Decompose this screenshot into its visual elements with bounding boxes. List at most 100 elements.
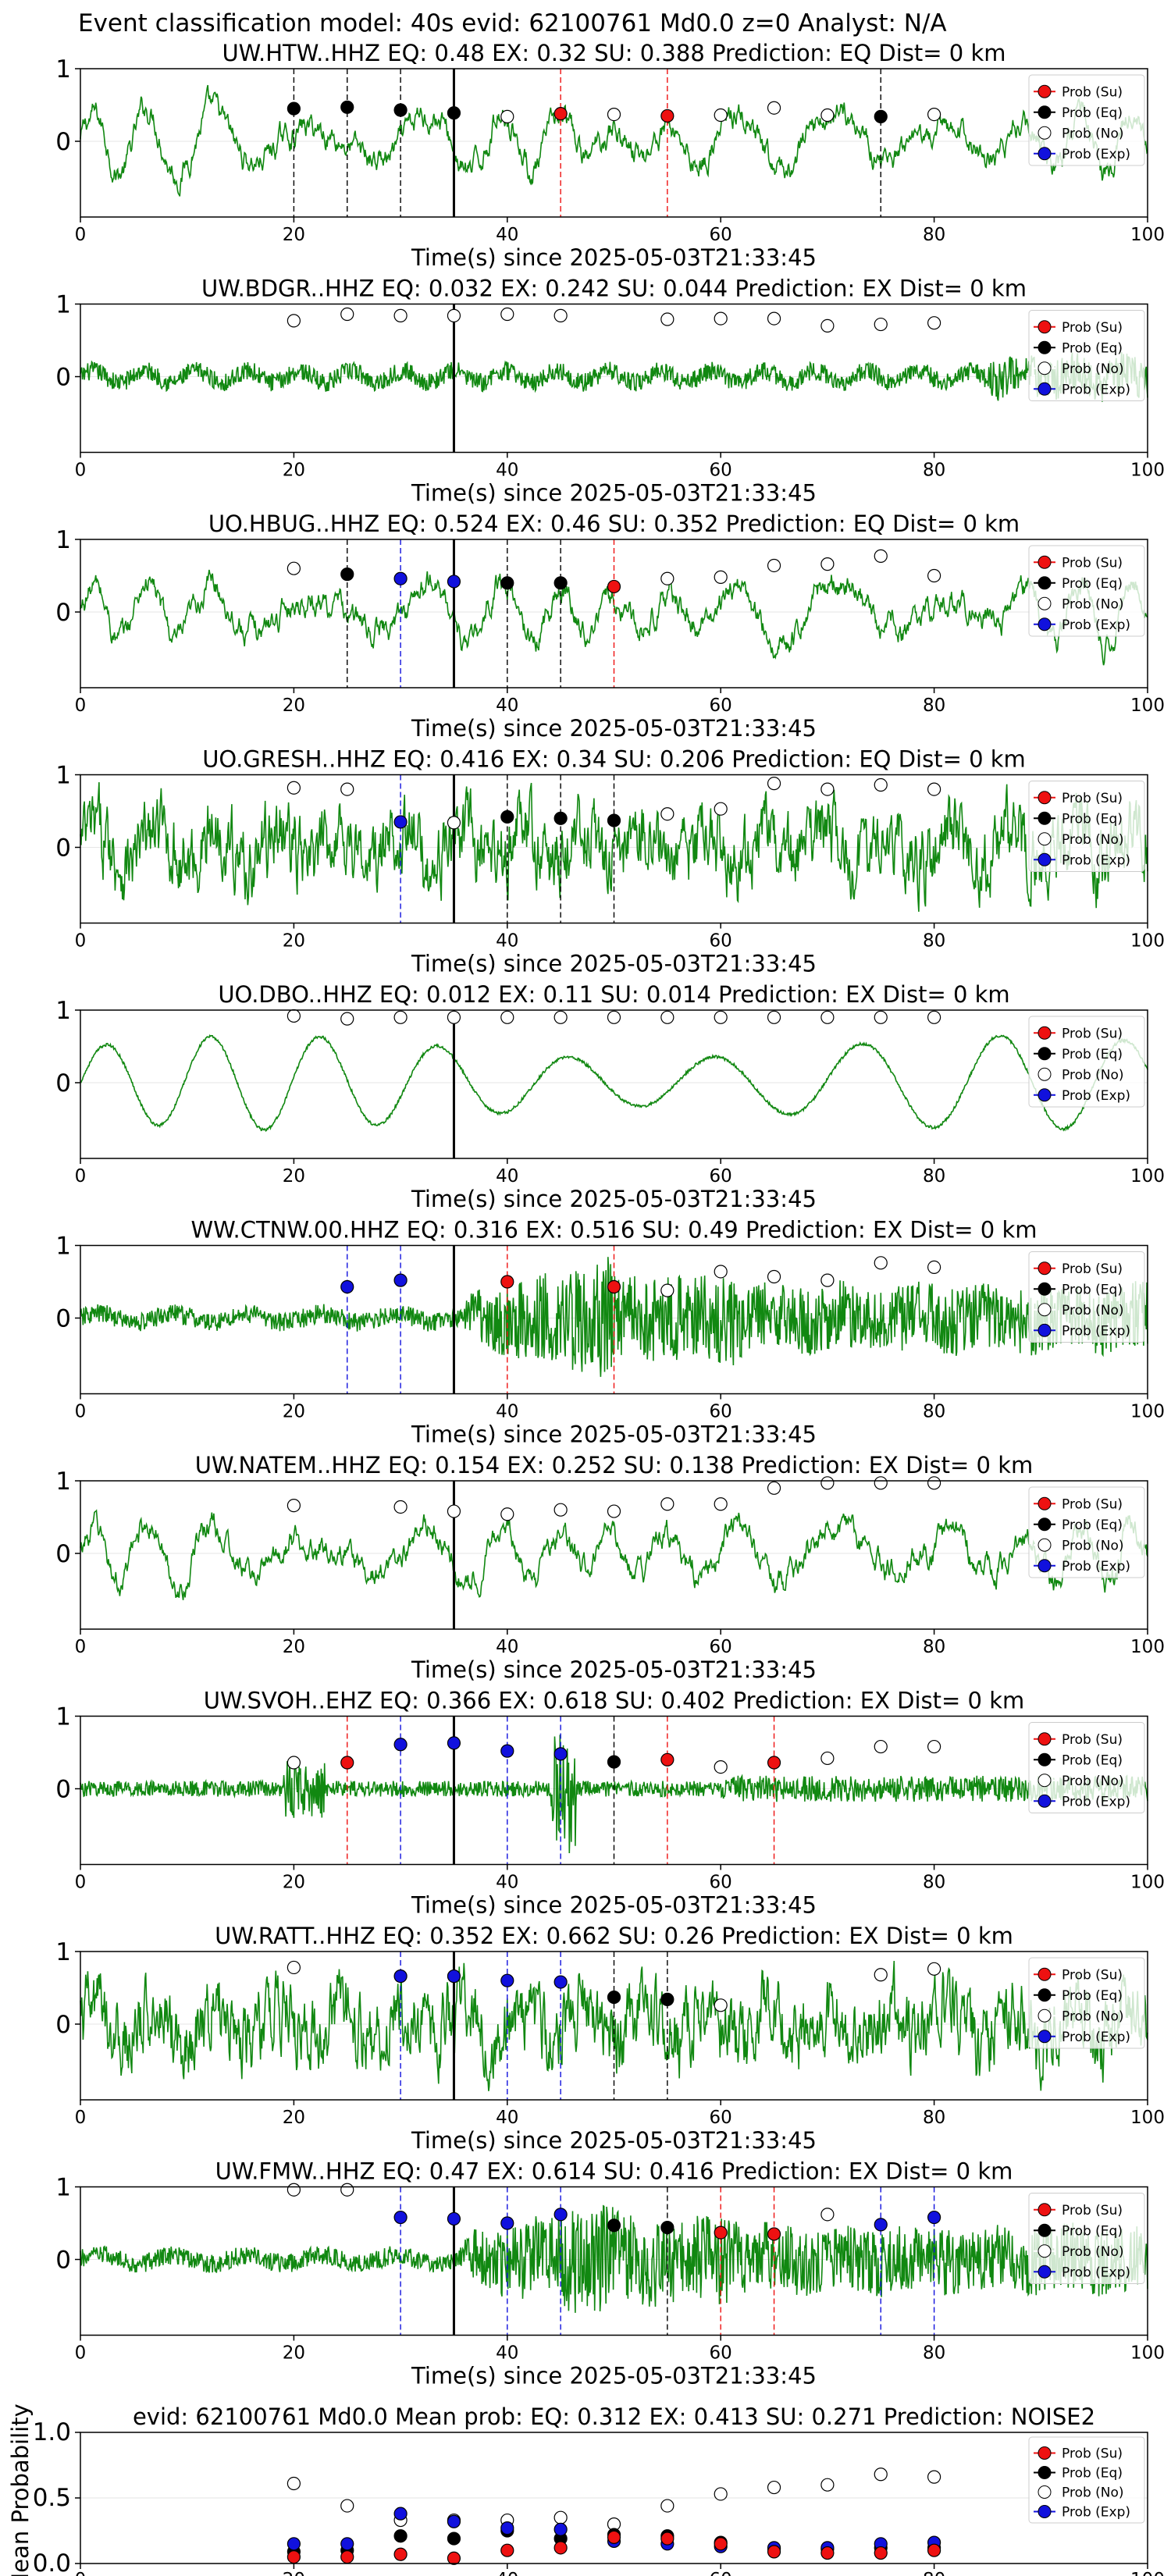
mean-point-no [714, 2487, 728, 2501]
legend-marker-su [1038, 1261, 1052, 1276]
mean-point-su [820, 2546, 835, 2560]
prob-point-no [287, 1756, 301, 1770]
prob-point-no [287, 781, 301, 795]
mean-point-no [340, 2499, 354, 2513]
prob-point-no [874, 317, 888, 332]
prob-point-exp [553, 2208, 568, 2222]
y-tick-label: 1 [55, 55, 71, 84]
waveform-panel: UW.RATT..HHZ EQ: 0.352 EX: 0.662 SU: 0.2… [55, 1923, 1165, 2154]
prob-point-no [820, 1010, 835, 1024]
x-tick-label: 40 [496, 2343, 518, 2364]
prob-point-no [340, 782, 354, 796]
y-tick-label: 1 [55, 1703, 71, 1731]
prob-point-no [287, 1960, 301, 1975]
mean-point-no [927, 2470, 941, 2484]
prob-point-no [927, 316, 941, 330]
mean-point-exp [340, 2537, 354, 2551]
y-tick-label: 1 [55, 291, 71, 319]
prob-point-no [874, 1739, 888, 1754]
legend-label-eq: Prob (Eq) [1062, 1282, 1123, 1297]
legend-marker-eq [1038, 1282, 1052, 1296]
prob-point-no [874, 1010, 888, 1024]
prob-point-no [874, 777, 888, 792]
legend-marker-exp [1038, 2505, 1052, 2518]
prob-point-no [287, 1009, 301, 1023]
legend-label-no: Prob (No) [1062, 1774, 1124, 1789]
mean-point-no [553, 2510, 568, 2524]
x-tick-label: 100 [1130, 1402, 1165, 1422]
prob-point-no [287, 1499, 301, 1513]
prob-point-no [820, 1273, 835, 1287]
prob-point-no [607, 1504, 621, 1518]
prob-point-eq [340, 100, 354, 114]
x-tick-label: 80 [923, 696, 945, 716]
legend-marker-su [1038, 555, 1052, 569]
x-tick-label: 0 [75, 1402, 87, 1422]
legend-marker-exp [1038, 1794, 1052, 1808]
prob-point-no [447, 308, 461, 322]
prob-point-exp [553, 1747, 568, 1761]
waveform-trace [80, 1034, 1148, 1133]
legend-marker-no [1038, 832, 1052, 846]
legend: Prob (Su) Prob (Eq) Prob (No) Prob (Exp) [1028, 74, 1145, 166]
legend-marker-exp [1038, 1559, 1052, 1573]
prob-point-no [820, 2208, 835, 2222]
x-tick-label: 20 [283, 696, 305, 716]
legend-marker-su [1038, 791, 1052, 805]
prob-point-su [340, 1756, 354, 1770]
legend-marker-exp [1038, 147, 1052, 161]
panel-title: UW.HTW..HHZ EQ: 0.48 EX: 0.32 SU: 0.388 … [222, 40, 1005, 66]
prob-point-no [874, 1256, 888, 1270]
legend-marker-no [1038, 596, 1052, 610]
prob-point-no [874, 1476, 888, 1490]
prob-point-no [714, 1010, 728, 1024]
legend-label-no: Prob (No) [1062, 596, 1124, 612]
x-tick-label: 60 [710, 2343, 732, 2364]
x-tick-label: 60 [710, 1873, 732, 1893]
x-tick-label: 80 [923, 1166, 945, 1187]
x-tick-label: 80 [923, 1873, 945, 1893]
prob-point-no [767, 1010, 781, 1024]
mean-point-su [607, 2530, 621, 2544]
legend-marker-eq [1038, 1988, 1052, 2002]
prob-point-no [767, 777, 781, 791]
legend-marker-exp [1038, 1323, 1052, 1337]
prob-point-no [447, 1010, 461, 1024]
prob-point-exp [393, 1969, 408, 1984]
legend-label-no: Prob (No) [1062, 126, 1124, 141]
x-tick-label: 20 [283, 1166, 305, 1187]
axes-frame [80, 1951, 1148, 2101]
legend-marker-eq [1038, 1752, 1052, 1767]
legend-marker-eq [1038, 340, 1052, 354]
prob-point-eq [607, 1755, 621, 1769]
prob-point-su [607, 579, 621, 594]
legend-marker-eq [1038, 2223, 1052, 2237]
x-tick-label: 100 [1130, 931, 1165, 952]
x-axis-label: Time(s) since 2025-05-03T21:33:45 [411, 715, 817, 742]
legend-label-exp: Prob (Exp) [1062, 1088, 1130, 1104]
prob-point-su [714, 2226, 728, 2240]
legend-marker-su [1038, 84, 1052, 98]
legend-frame [1028, 1957, 1145, 2049]
prob-point-exp [500, 1973, 514, 1987]
y-tick-label: 0 [55, 599, 71, 627]
legend-label-exp: Prob (Exp) [1062, 1323, 1130, 1339]
x-tick-label: 100 [1130, 461, 1165, 481]
prob-point-no [820, 108, 835, 123]
prob-point-exp [447, 1969, 461, 1984]
prob-point-no [767, 1269, 781, 1284]
legend: Prob (Su) Prob (Eq) Prob (No) Prob (Exp) [1028, 1486, 1145, 1578]
legend-label-exp: Prob (Exp) [1062, 852, 1130, 868]
prob-point-no [927, 1962, 941, 1976]
legend: Prob (Su) Prob (Eq) Prob (No) Prob (Exp) [1028, 545, 1145, 637]
axes-frame [80, 1715, 1148, 1866]
legend-label-exp: Prob (Exp) [1062, 2505, 1130, 2521]
y-tick-label: 1 [55, 2174, 71, 2202]
prob-point-no [393, 308, 408, 322]
prob-point-no [767, 1481, 781, 1495]
prob-point-no [927, 1476, 941, 1490]
axes-frame [80, 1009, 1148, 1159]
prob-point-exp [874, 2218, 888, 2232]
prob-point-eq [874, 109, 888, 123]
prob-point-eq [607, 2218, 621, 2233]
